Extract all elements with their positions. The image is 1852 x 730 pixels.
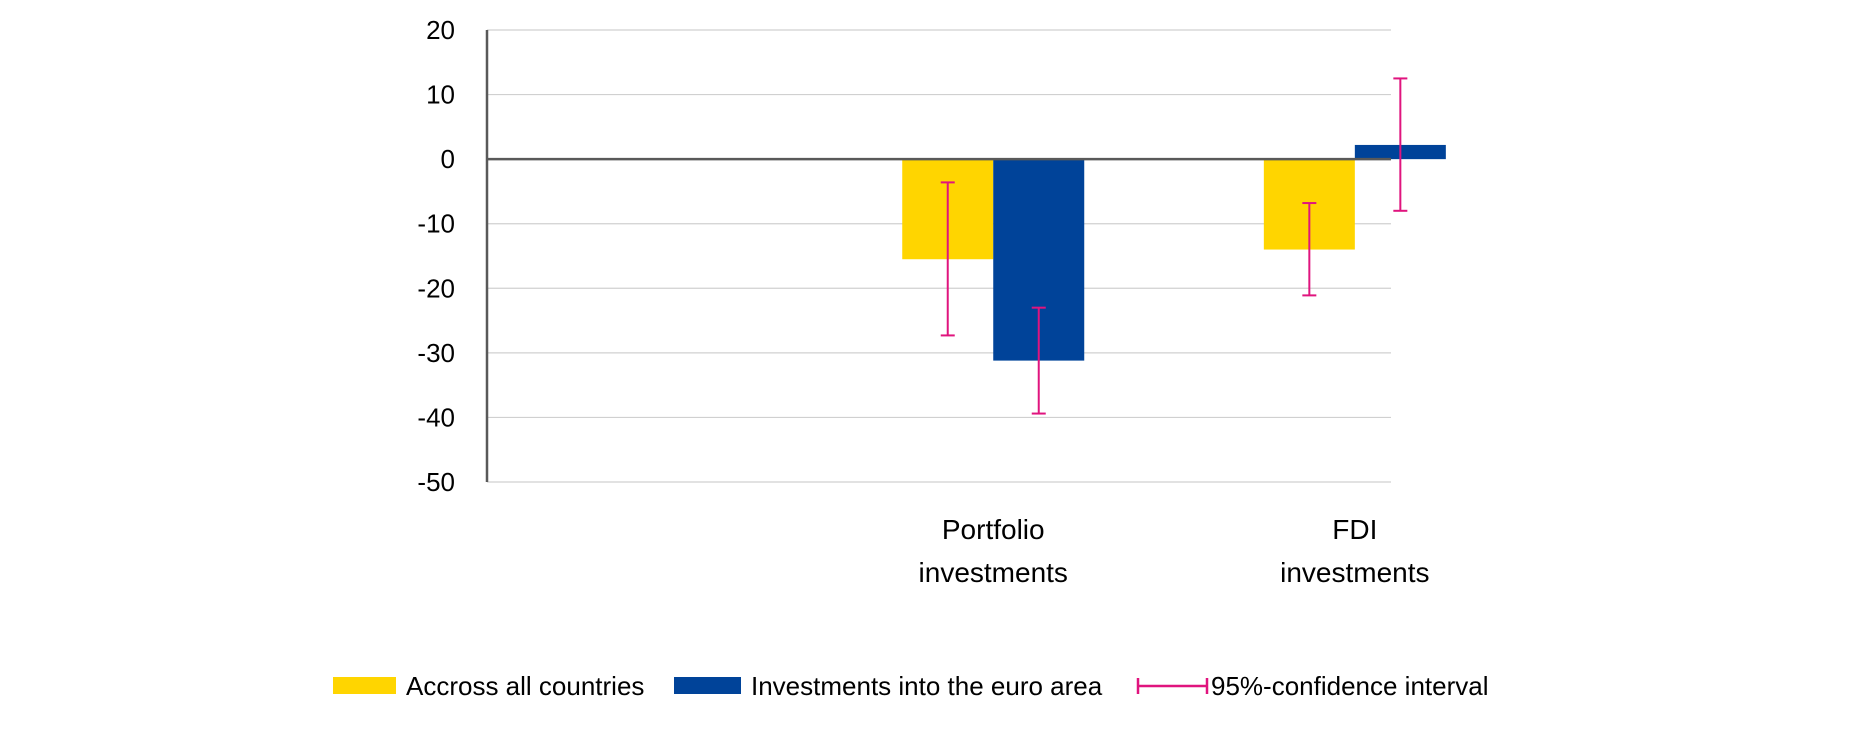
y-tick-label: -50 bbox=[417, 467, 455, 497]
legend-label: Accross all countries bbox=[406, 671, 644, 701]
legend-label: 95%-confidence interval bbox=[1211, 671, 1489, 701]
error-bar-2-1 bbox=[1031, 306, 1046, 415]
y-tick-label: -10 bbox=[417, 209, 455, 239]
error-bar-1-1 bbox=[940, 181, 955, 337]
y-tick-label: -20 bbox=[417, 273, 455, 303]
y-tick-label: 20 bbox=[426, 15, 455, 45]
y-tick-label: -40 bbox=[417, 402, 455, 432]
x-tick-label: Portfolio bbox=[942, 514, 1045, 545]
axis-labels: 20 10 0 -10 -20 -30 -40 -50 Portfolio investments… bbox=[417, 15, 1429, 588]
legend: Accross all countries Investments into th… bbox=[333, 671, 1489, 701]
y-tick-label: 0 bbox=[441, 144, 455, 174]
bars bbox=[902, 144, 1446, 361]
x-tick-label: investments bbox=[919, 557, 1068, 588]
error-bar-2-2 bbox=[1393, 77, 1408, 212]
x-tick-label: investments bbox=[1280, 557, 1429, 588]
legend-swatch-confidence-interval bbox=[1136, 678, 1209, 694]
axes bbox=[485, 30, 1391, 482]
y-tick-label: 10 bbox=[426, 80, 455, 110]
error-bars bbox=[940, 77, 1408, 415]
y-tick-label: -30 bbox=[417, 338, 455, 368]
error-bar-1-2 bbox=[1302, 202, 1317, 297]
legend-label: Investments into the euro area bbox=[751, 671, 1103, 701]
legend-swatch-series-1 bbox=[333, 677, 396, 694]
legend-swatch-series-2 bbox=[674, 677, 741, 694]
x-tick-label: FDI bbox=[1332, 514, 1377, 545]
